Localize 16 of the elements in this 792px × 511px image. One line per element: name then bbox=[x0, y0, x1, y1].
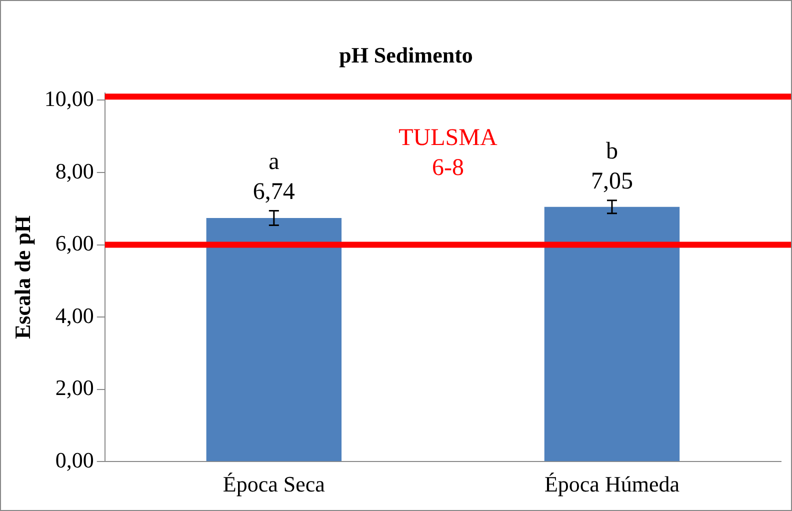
chart-title: pH Sedimento bbox=[339, 42, 473, 68]
annotation: a bbox=[268, 149, 280, 176]
data-label: 7,05 bbox=[590, 168, 633, 195]
y-tick-label: 6,00 bbox=[55, 230, 94, 256]
y-tick-label: 10,00 bbox=[44, 86, 94, 112]
x-tick-label: Época Húmeda bbox=[544, 472, 680, 497]
y-tick-label: 4,00 bbox=[55, 302, 94, 328]
y-axis-title: Escala de pH bbox=[10, 216, 35, 340]
annotation: 6-8 bbox=[432, 155, 464, 182]
x-tick-label: Época Seca bbox=[222, 472, 326, 497]
annotation: TULSMA bbox=[398, 125, 498, 152]
y-tick-label: 0,00 bbox=[55, 447, 94, 472]
annotation: b bbox=[606, 138, 618, 165]
data-label: 6,74 bbox=[252, 179, 295, 206]
y-tick-label: 8,00 bbox=[55, 158, 94, 184]
y-tick-label: 2,00 bbox=[55, 375, 94, 400]
